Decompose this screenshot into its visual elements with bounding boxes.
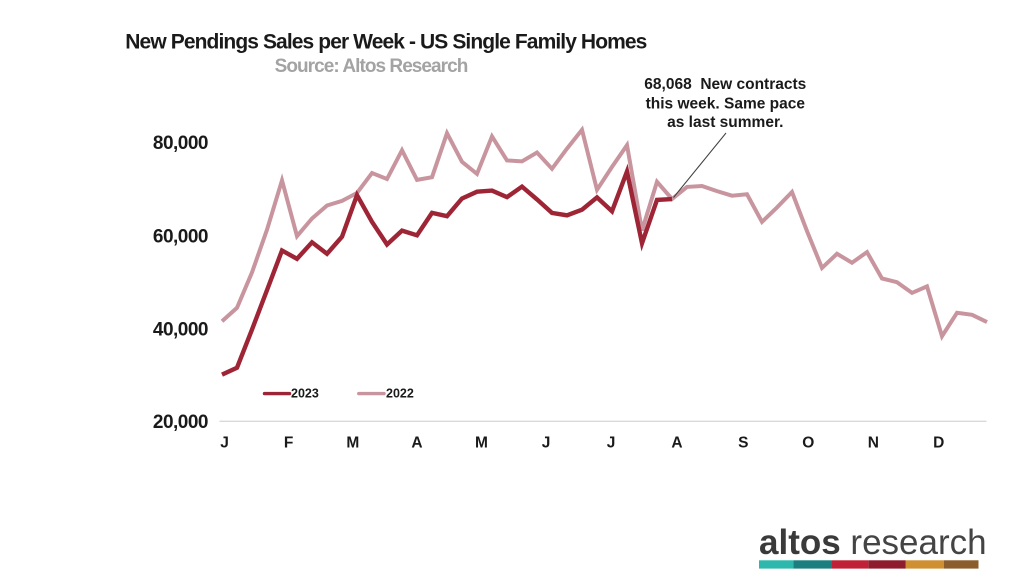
- svg-text:N: N: [868, 435, 879, 452]
- svg-text:J: J: [220, 435, 229, 452]
- svg-text:M: M: [346, 435, 359, 452]
- svg-text:2023: 2023: [291, 386, 319, 400]
- svg-text:40,000: 40,000: [153, 320, 208, 341]
- svg-text:New Pendings Sales per Week -: New Pendings Sales per Week - US Single …: [125, 31, 646, 54]
- svg-text:S: S: [738, 435, 748, 452]
- svg-text:M: M: [475, 435, 488, 452]
- svg-text:this week. Same pace: this week. Same pace: [646, 95, 806, 112]
- svg-text:A: A: [671, 435, 682, 452]
- svg-text:altos research: altos research: [759, 523, 987, 562]
- svg-text:68,068 New contracts: 68,068 New contracts: [644, 76, 806, 93]
- svg-text:O: O: [802, 435, 814, 452]
- svg-text:J: J: [607, 435, 616, 452]
- svg-text:F: F: [284, 435, 293, 452]
- svg-text:20,000: 20,000: [153, 412, 208, 433]
- svg-text:J: J: [542, 435, 551, 452]
- svg-text:A: A: [411, 435, 422, 452]
- svg-text:60,000: 60,000: [153, 227, 208, 248]
- svg-text:2022: 2022: [386, 386, 414, 400]
- svg-text:Source: Altos Research: Source: Altos Research: [275, 56, 468, 77]
- svg-text:D: D: [933, 435, 944, 452]
- svg-text:80,000: 80,000: [153, 133, 208, 154]
- svg-text:as last summer.: as last summer.: [667, 114, 783, 131]
